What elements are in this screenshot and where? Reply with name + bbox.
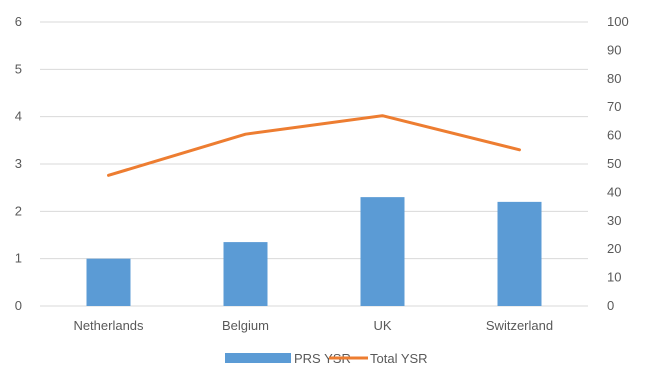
category-labels: Netherlands Belgium UK Switzerland	[73, 318, 553, 333]
bar-prs-ysr	[223, 242, 268, 306]
right-axis-tick-label: 60	[607, 128, 621, 143]
left-axis-tick-label: 6	[15, 14, 22, 29]
legend-label-total-ysr: Total YSR	[370, 351, 428, 366]
right-axis-ticks: 0 10 20 30 40 50 60 70 80 90 100	[607, 14, 629, 313]
category-label: Switzerland	[486, 318, 553, 333]
left-axis-tick-label: 3	[15, 156, 22, 171]
total-ysr-line-group	[107, 114, 521, 177]
line-total-ysr	[107, 114, 521, 177]
right-axis-tick-label: 50	[607, 156, 621, 171]
bar-prs-ysr	[360, 197, 405, 306]
prs-ysr-bars	[86, 197, 542, 306]
right-axis-tick-label: 30	[607, 213, 621, 228]
category-label: Netherlands	[73, 318, 144, 333]
left-axis-tick-label: 0	[15, 298, 22, 313]
legend-swatch-prs-ysr	[225, 353, 291, 363]
right-axis-tick-label: 70	[607, 99, 621, 114]
legend-label-prs-ysr: PRS YSR	[294, 351, 351, 366]
gridlines	[40, 21, 588, 307]
left-axis-tick-label: 5	[15, 61, 22, 76]
legend: PRS YSR Total YSR	[225, 351, 428, 366]
left-axis-ticks: 0 1 2 3 4 5 6	[15, 14, 22, 313]
left-axis-tick-label: 1	[15, 251, 22, 266]
right-axis-tick-label: 40	[607, 184, 621, 199]
right-axis-tick-label: 0	[607, 298, 614, 313]
category-label: Belgium	[222, 318, 269, 333]
left-axis-tick-label: 2	[15, 203, 22, 218]
right-axis-tick-label: 90	[607, 42, 621, 57]
left-axis-tick-label: 4	[15, 109, 22, 124]
right-axis-tick-label: 100	[607, 14, 629, 29]
bar-prs-ysr	[497, 201, 542, 306]
right-axis-tick-label: 10	[607, 270, 621, 285]
right-axis-tick-label: 80	[607, 71, 621, 86]
right-axis-tick-label: 20	[607, 241, 621, 256]
category-label: UK	[373, 318, 391, 333]
bar-prs-ysr	[86, 258, 131, 306]
